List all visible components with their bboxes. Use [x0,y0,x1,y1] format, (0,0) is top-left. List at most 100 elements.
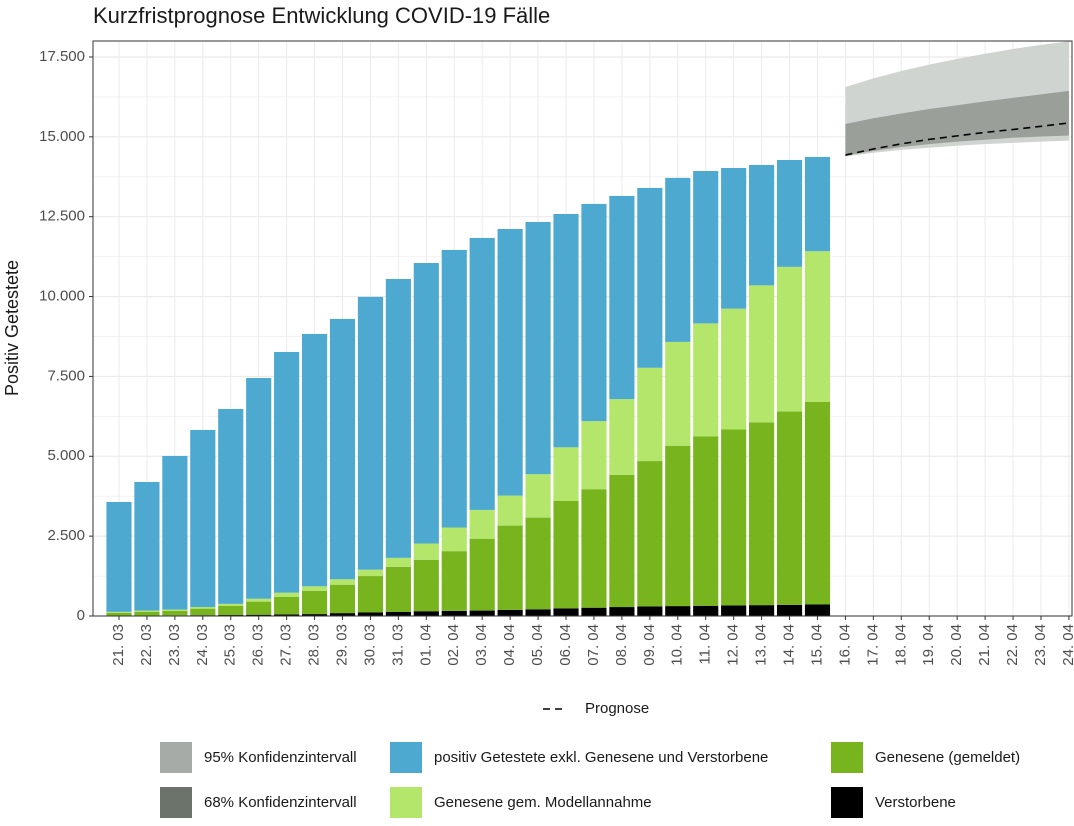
bar-segment [441,551,467,611]
x-tick-label: 21. 03 [110,624,127,666]
bar-segment [413,559,439,612]
bar-segment [609,195,635,400]
bar-segment [553,447,579,501]
bar-segment [301,614,328,616]
y-tick-label: 0 [77,607,85,624]
bar-segment [525,517,551,610]
bar-segment [385,566,411,612]
bar-segment [441,610,467,616]
bar-segment [106,501,132,612]
legend-label: Genesene (gemeldet) [875,749,1020,766]
bar-segment [553,608,579,616]
bar-segment [637,606,663,616]
bar-segment [581,421,607,490]
bar-segment [665,606,691,616]
bar-segment [441,527,467,552]
bar-segment [749,422,775,606]
x-tick-label: 15. 04 [808,624,825,666]
bar-segment [776,266,803,412]
bar-segment [804,604,831,616]
x-tick-label: 10. 04 [669,624,686,666]
bar-segment [665,341,691,446]
x-tick-label: 24. 04 [1060,624,1074,666]
x-tick-label: 18. 04 [892,624,909,666]
x-tick-label: 12. 04 [725,624,742,666]
x-tick-label: 31. 03 [389,624,406,666]
x-tick-label: 27. 03 [278,624,295,666]
bar-segment [749,285,775,423]
bar-segment [441,249,467,528]
bar-segment [497,609,523,616]
bar-segment [274,596,300,615]
x-tick-label: 02. 04 [445,624,462,666]
bar-segment [218,603,244,606]
bar-segment [693,323,719,437]
bar-segment [609,474,635,608]
x-tick-label: 07. 04 [585,624,602,666]
x-tick-label: 13. 04 [753,624,770,666]
x-tick-label: 22. 03 [138,624,155,666]
bar-segment [469,610,495,616]
legend-swatch [160,742,192,773]
bar-segment [385,557,411,567]
bar-segment [413,543,439,560]
bar-segment [329,318,356,580]
bar-segment [413,611,439,616]
bar-segment [553,213,579,448]
bar-segment [357,296,384,570]
forecast-line [845,122,1070,156]
bar-segment [665,445,691,607]
bar-segment [301,333,328,587]
x-tick-label: 14. 04 [781,624,798,666]
bar-segment [469,538,495,611]
y-tick-label: 10.000 [39,288,85,305]
bar-segment [329,584,356,614]
bar-segment [525,474,551,518]
x-tick-label: 05. 04 [529,624,546,666]
bar-segment [525,609,551,616]
bar-segment [776,411,803,605]
bar-segment [385,278,411,558]
x-tick-label: 08. 04 [613,624,630,666]
plot-border [92,40,1073,617]
legend-swatch [831,742,863,773]
bar-segment [637,367,663,462]
x-tick-label: 26. 03 [250,624,267,666]
bar-segment [134,611,160,616]
bar-segment [609,607,635,616]
x-tick-label: 16. 04 [836,624,853,666]
bar-segment [274,592,300,597]
x-tick-label: 30. 03 [361,624,378,666]
bar-segment [497,495,523,526]
legend-label: Verstorbene [875,794,956,811]
bar-segment [469,237,495,510]
bar-segment [246,614,272,616]
bar-segment [721,167,747,309]
bar-segment [301,586,328,591]
x-tick-label: 23. 03 [166,624,183,666]
bar-segment [804,156,831,252]
x-tick-label: 04. 04 [501,624,518,666]
bar-segment [274,614,300,616]
confidence-band [845,90,1069,156]
bar-segment [162,610,188,616]
bar-segment [693,436,719,606]
bar-segment [665,177,691,342]
y-tick-label: 2.500 [47,527,85,544]
bar-segment [357,612,384,616]
bar-segment [301,590,328,615]
bar-segment [246,378,272,599]
legend-swatch [390,742,422,773]
bar-segment [106,612,132,616]
y-tick-label: 15.000 [39,128,85,145]
bar-segment [749,164,775,286]
bar-segment [693,171,719,324]
bar-segment [134,481,160,611]
bar-segment [246,601,272,615]
x-tick-label: 19. 04 [920,624,937,666]
bar-segment [776,159,803,267]
bar-segment [721,429,747,606]
bar-segment [637,461,663,607]
bar-segment [134,610,160,612]
bar-segment [581,607,607,616]
